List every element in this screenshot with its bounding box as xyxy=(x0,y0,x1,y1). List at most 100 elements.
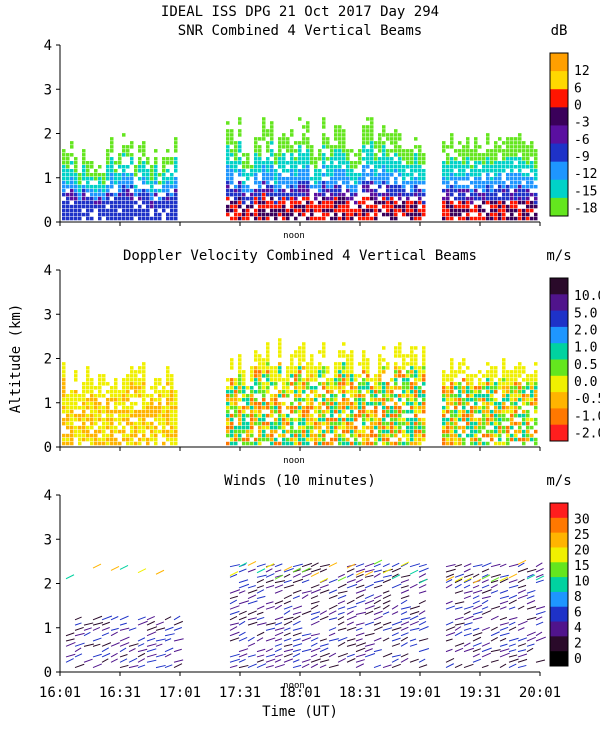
heat-cell xyxy=(378,374,382,378)
heat-cell xyxy=(154,390,158,394)
heat-cell xyxy=(230,133,234,137)
heat-cell xyxy=(458,401,462,406)
heat-cell xyxy=(138,413,142,418)
heat-cell xyxy=(358,200,362,205)
heat-cell xyxy=(474,149,478,153)
heat-cell xyxy=(122,192,126,197)
heat-cell xyxy=(298,405,302,410)
heat-cell xyxy=(310,354,314,358)
heat-cell xyxy=(314,409,318,414)
wind-barb xyxy=(490,636,498,642)
heat-cell xyxy=(354,212,358,217)
heat-cell xyxy=(534,157,538,161)
heat-cell xyxy=(78,425,82,430)
heat-cell xyxy=(414,397,418,402)
heat-cell xyxy=(62,161,66,165)
heat-cell xyxy=(354,200,358,205)
heat-cell xyxy=(358,176,362,181)
heat-cell xyxy=(142,433,146,438)
heat-cell xyxy=(298,200,302,205)
heat-cell xyxy=(522,401,526,406)
heat-cell xyxy=(262,417,266,422)
heat-cell xyxy=(142,161,146,165)
wind-barb xyxy=(508,599,517,605)
wind-barb xyxy=(283,632,291,637)
heat-cell xyxy=(402,421,406,426)
heat-cell xyxy=(410,165,414,169)
heat-cell xyxy=(94,429,98,434)
heat-cell xyxy=(534,172,538,177)
heat-cell xyxy=(358,409,362,414)
heat-cell xyxy=(394,192,398,197)
heat-cell xyxy=(298,168,302,173)
heat-cell xyxy=(378,378,382,382)
heat-cell xyxy=(378,176,382,181)
heat-cell xyxy=(530,200,534,205)
heat-cell xyxy=(258,157,262,161)
heat-cell xyxy=(230,429,234,434)
heat-cell xyxy=(234,409,238,414)
heat-cell xyxy=(286,141,290,145)
heat-cell xyxy=(142,386,146,390)
heat-cell xyxy=(442,378,446,382)
heat-cell xyxy=(386,212,390,217)
colorbar-swatch xyxy=(550,161,568,181)
heat-cell xyxy=(162,393,166,398)
heat-cell xyxy=(322,184,326,189)
heat-cell xyxy=(374,172,378,177)
heat-cell xyxy=(270,168,274,173)
heat-cell xyxy=(354,390,358,394)
heat-cell xyxy=(462,204,466,209)
heat-cell xyxy=(494,141,498,145)
heat-cell xyxy=(342,397,346,402)
heat-cell xyxy=(102,405,106,410)
heat-cell xyxy=(130,204,134,209)
heat-cell xyxy=(386,405,390,410)
wind-barb xyxy=(391,574,401,580)
heat-cell xyxy=(238,362,242,366)
heat-cell xyxy=(446,401,450,406)
heat-cell xyxy=(498,382,502,386)
heat-cell xyxy=(162,421,166,426)
heat-cell xyxy=(474,421,478,426)
heat-cell xyxy=(458,433,462,438)
wind-barb xyxy=(472,584,480,589)
heat-cell xyxy=(282,437,286,442)
heat-cell xyxy=(82,184,86,189)
heat-cell xyxy=(366,208,370,213)
heat-cell xyxy=(110,165,114,169)
heat-cell xyxy=(106,421,110,426)
heat-cell xyxy=(358,374,362,378)
heat-cell xyxy=(238,204,242,209)
heat-cell xyxy=(142,145,146,149)
heat-cell xyxy=(310,208,314,213)
heat-cell xyxy=(470,421,474,426)
colorbar-label: 0 xyxy=(574,652,582,667)
heat-cell xyxy=(470,165,474,169)
heat-cell xyxy=(322,133,326,137)
heat-cell xyxy=(518,405,522,410)
heat-cell xyxy=(174,421,178,426)
heat-cell xyxy=(418,172,422,177)
heat-cell xyxy=(342,354,346,358)
wind-barb xyxy=(319,610,327,615)
heat-cell xyxy=(342,192,346,197)
heat-cell xyxy=(422,362,426,366)
heat-cell xyxy=(374,145,378,149)
wind-barb xyxy=(400,574,411,578)
heat-cell xyxy=(238,413,242,418)
heat-cell xyxy=(78,212,82,217)
heat-cell xyxy=(422,429,426,434)
heat-cell xyxy=(474,441,478,446)
wind-barb xyxy=(137,620,148,626)
heat-cell xyxy=(490,433,494,438)
heat-cell xyxy=(250,366,254,370)
wind-barb xyxy=(481,642,491,647)
heat-cell xyxy=(258,413,262,418)
heat-cell xyxy=(102,208,106,213)
heat-cell xyxy=(126,145,130,149)
heat-cell xyxy=(458,176,462,181)
heat-cell xyxy=(310,374,314,378)
heat-cell xyxy=(370,180,374,185)
heat-cell xyxy=(66,425,70,430)
